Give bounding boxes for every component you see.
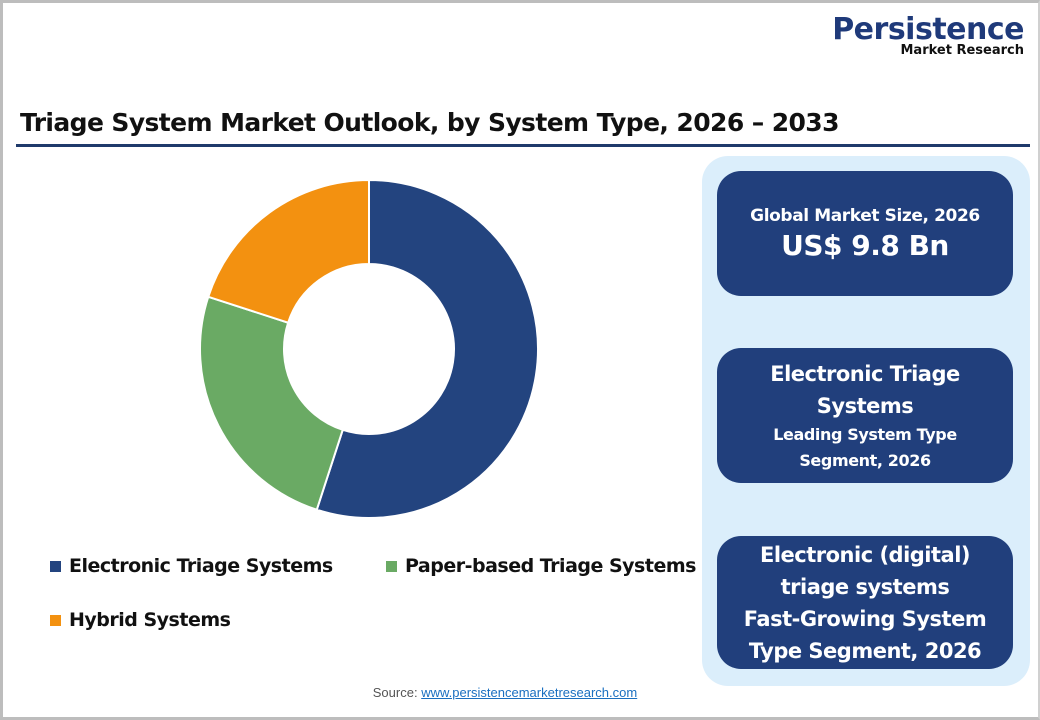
market-size-value: US$ 9.8 Bn [781,228,949,262]
source-link[interactable]: www.persistencemarketresearch.com [421,685,638,700]
market-size-label: Global Market Size, 2026 [750,205,980,226]
legend-swatch-electronic [50,560,61,572]
fast-growing-caption-1: Fast-Growing System [743,606,987,631]
legend-swatch-paper-based [386,560,397,572]
source-line: Source: www.persistencemarketresearch.co… [0,685,1010,700]
legend-item-electronic: Electronic Triage Systems [50,555,333,577]
leading-segment-name-1: Electronic Triage [770,361,960,386]
legend-swatch-hybrid [50,614,61,626]
logo-main-text: Persistence [832,12,1024,47]
fast-growing-name-2: triage systems [780,574,950,599]
leading-segment-card: Electronic Triage Systems Leading System… [717,348,1013,483]
fast-growing-segment-card: Electronic (digital) triage systems Fast… [717,536,1013,669]
legend-label: Paper-based Triage Systems [405,555,696,577]
market-size-card: Global Market Size, 2026 US$ 9.8 Bn [717,171,1013,296]
legend-label: Electronic Triage Systems [69,555,333,577]
leading-segment-caption-2: Segment, 2026 [799,450,931,470]
logo: Persistence Market Research [832,14,1024,58]
chart-title: Triage System Market Outlook, by System … [20,108,840,137]
legend-label: Hybrid Systems [69,609,231,631]
donut-chart [198,178,539,519]
donut-slice-hybrid [207,178,370,324]
key-stats-panel: Global Market Size, 2026 US$ 9.8 Bn Elec… [702,156,1030,686]
donut-slice-paper-based [198,295,344,511]
fast-growing-name-1: Electronic (digital) [759,542,971,567]
title-underline [16,144,1030,147]
leading-segment-caption-1: Leading System Type [773,424,957,444]
legend-item-hybrid: Hybrid Systems [50,609,231,631]
fast-growing-caption-2: Type Segment, 2026 [748,638,982,663]
logo-sub-text: Market Research [900,43,1025,58]
donut-slice-electronic [315,178,539,519]
legend-item-paper-based: Paper-based Triage Systems [386,555,696,577]
source-label: Source: [372,685,422,700]
leading-segment-name-2: Systems [816,393,914,418]
